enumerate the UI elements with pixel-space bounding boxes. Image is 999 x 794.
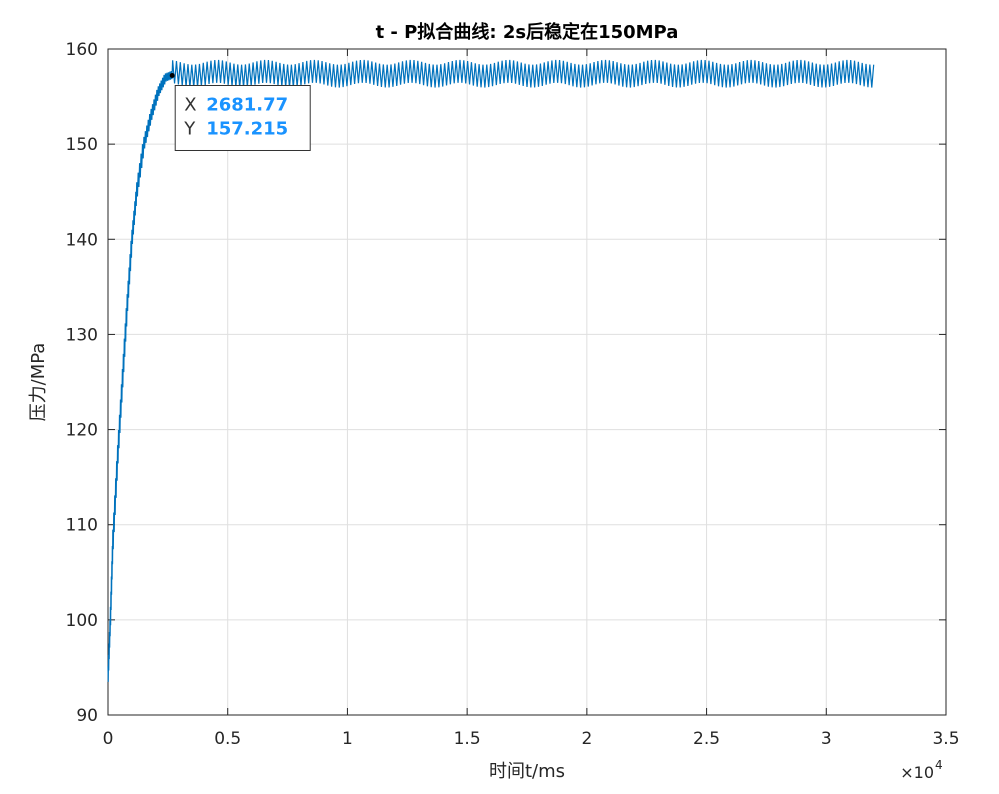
grid-lines: [108, 49, 946, 715]
datatip-y-key: Y: [183, 118, 196, 139]
x-tick-label: 3.5: [932, 729, 959, 749]
y-tick-label: 90: [76, 706, 98, 726]
x-tick-label: 0: [103, 729, 114, 749]
y-tick-label: 140: [66, 230, 98, 250]
y-tick-label: 130: [66, 325, 98, 345]
datatip-x-key: X: [184, 94, 196, 115]
x-axis-exponent: ×10 4: [900, 758, 942, 782]
x-tick-label: 1: [342, 729, 353, 749]
x-axis-label: 时间t/ms: [489, 761, 565, 782]
y-tick-label: 120: [66, 421, 98, 441]
axis-ticks: 0 0.5 1 1.5 2 2.5 3 3.5 90 100 110 120 130 140 150 160: [66, 40, 960, 749]
datatip[interactable]: X 2681.77 Y 157.215: [169, 72, 311, 151]
series-line: [107, 59, 875, 682]
y-tick-label: 100: [66, 611, 98, 631]
x-tick-label: 3: [821, 729, 832, 749]
datatip-box: [174, 84, 311, 151]
datatip-marker[interactable]: [169, 72, 175, 78]
x-tick-label: 2.5: [693, 729, 720, 749]
x-tick-label: 1.5: [454, 729, 481, 749]
chart-title: t - P拟合曲线: 2s后稳定在150MPa: [376, 21, 679, 43]
datatip-x-value: 2681.77: [206, 94, 288, 115]
x-exponent-base: ×10: [900, 763, 934, 782]
x-exponent-power: 4: [935, 758, 943, 772]
axes-box: [107, 48, 947, 716]
series-group: [107, 59, 875, 682]
datatip-y-value: 157.215: [206, 118, 288, 139]
x-tick-label: 2: [581, 729, 592, 749]
y-tick-label: 150: [66, 135, 98, 155]
y-tick-label: 160: [66, 40, 98, 60]
y-tick-label: 110: [66, 516, 98, 536]
x-tick-label: 0.5: [214, 729, 241, 749]
y-axis-label: 压力/MPa: [28, 343, 49, 422]
